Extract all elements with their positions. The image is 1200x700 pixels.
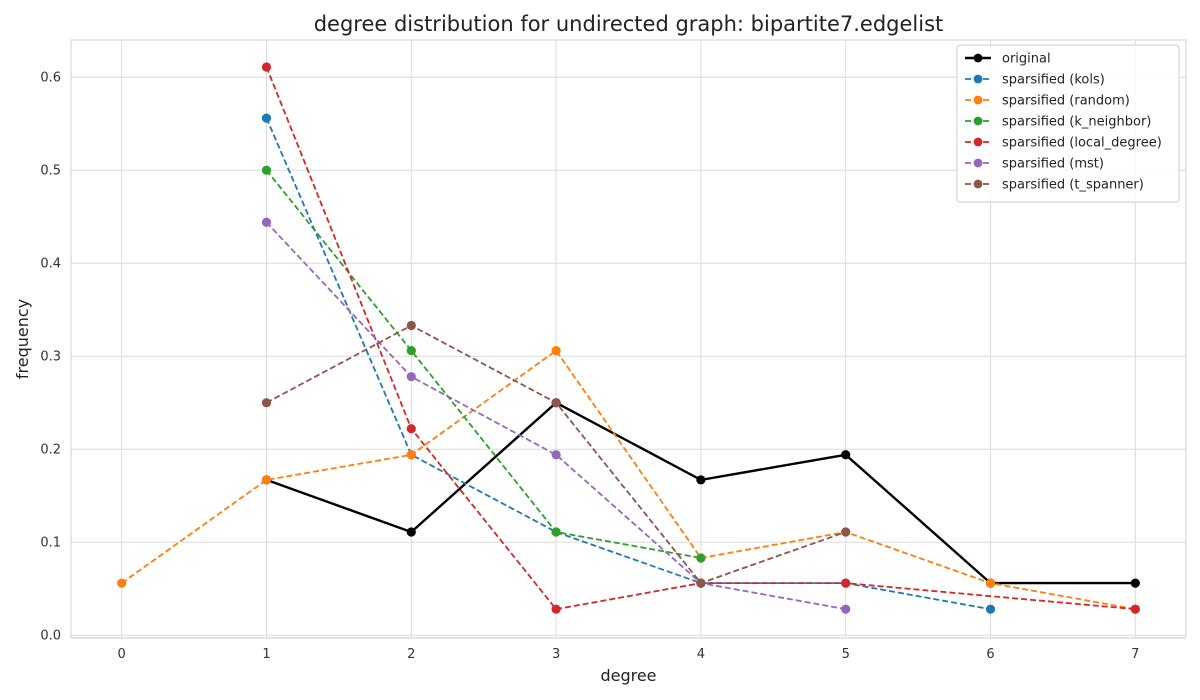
x-tick-label: 4 xyxy=(697,647,705,662)
data-point-sparsified-t-spanner xyxy=(406,320,416,331)
plot-frame xyxy=(70,39,1187,639)
data-point-sparsified-t-spanner xyxy=(261,398,272,408)
x-tick-label: 2 xyxy=(407,647,415,662)
x-tick-label: 7 xyxy=(1131,647,1139,662)
legend-label: sparsified (k_neighbor) xyxy=(1002,115,1151,130)
data-point-sparsified-kols xyxy=(985,604,996,614)
y-tick-label: 0.2 xyxy=(40,443,61,458)
data-point-original xyxy=(841,450,851,460)
data-point-sparsified-random xyxy=(551,346,561,356)
y-tick-label: 0.1 xyxy=(40,536,61,551)
legend-swatch-marker xyxy=(973,158,983,168)
tick-labels: 0 1 2 3 4 5 6 7 0.0 0.1 0.2 0.3 0.4 0.5 0.6 xyxy=(40,71,1139,662)
data-point-sparsified-k-neighbor xyxy=(406,346,416,356)
data-point-sparsified-mst xyxy=(551,450,561,460)
data-point-sparsified-kols xyxy=(261,113,272,123)
data-point-sparsified-local-degree xyxy=(406,424,416,434)
series-line-sparsified-local-degree xyxy=(265,66,1136,611)
legend-swatch-marker xyxy=(973,95,983,105)
data-point-original xyxy=(696,475,706,485)
legend-swatch-marker xyxy=(973,116,983,126)
data-point-sparsified-local-degree xyxy=(1130,604,1140,614)
data-point-sparsified-mst xyxy=(406,372,416,382)
series-group xyxy=(117,62,1140,614)
legend-label: sparsified (mst) xyxy=(1002,157,1104,172)
legend-swatch-marker xyxy=(973,74,983,84)
y-tick-label: 0.3 xyxy=(40,350,61,365)
legend-swatch-marker xyxy=(973,179,983,189)
legend-item: sparsified (k_neighbor) xyxy=(965,115,1151,130)
series-line-sparsified-k-neighbor xyxy=(265,169,702,559)
legend-box xyxy=(956,44,1180,203)
data-point-sparsified-k-neighbor xyxy=(696,553,706,563)
y-axis-label: frequency xyxy=(13,299,32,379)
legend-label: sparsified (t_spanner) xyxy=(1002,178,1144,193)
x-tick-label: 0 xyxy=(118,647,126,662)
data-point-original xyxy=(406,527,416,537)
data-point-sparsified-random xyxy=(117,578,127,588)
x-tick-label: 5 xyxy=(842,647,850,662)
series-line-sparsified-kols xyxy=(265,117,991,611)
legend-item: sparsified (random) xyxy=(965,94,1130,109)
series-sparsified-k-neighbor xyxy=(261,165,706,563)
legend-label: sparsified (kols) xyxy=(1002,73,1105,88)
data-point-sparsified-local-degree xyxy=(551,604,561,614)
legend-item: sparsified (kols) xyxy=(965,73,1105,88)
legend-swatch-marker xyxy=(973,137,983,147)
x-tick-label: 3 xyxy=(552,647,560,662)
series-sparsified-local-degree xyxy=(261,62,1140,614)
data-point-sparsified-t-spanner xyxy=(696,578,706,588)
legend-label: sparsified (random) xyxy=(1002,94,1130,109)
series-sparsified-random xyxy=(117,346,1140,614)
series-sparsified-t-spanner xyxy=(261,320,851,588)
legend-item: sparsified (local_degree) xyxy=(965,136,1162,151)
data-point-sparsified-local-degree xyxy=(261,62,272,72)
legend-item: original xyxy=(965,52,1051,67)
data-point-sparsified-local-degree xyxy=(841,578,851,588)
data-point-sparsified-random xyxy=(985,578,996,588)
data-point-sparsified-random xyxy=(261,475,272,485)
legend-label: sparsified (local_degree) xyxy=(1002,136,1162,151)
y-tick-label: 0.0 xyxy=(40,629,61,644)
data-point-sparsified-k-neighbor xyxy=(551,527,561,537)
data-point-sparsified-t-spanner xyxy=(551,398,561,408)
data-point-sparsified-mst xyxy=(261,217,272,227)
y-tick-label: 0.6 xyxy=(40,71,61,86)
x-tick-label: 1 xyxy=(262,647,270,662)
x-tick-label: 6 xyxy=(986,647,994,662)
data-point-sparsified-t-spanner xyxy=(841,527,851,537)
legend: original sparsified (kols) sparsified (ran… xyxy=(956,44,1180,203)
series-sparsified-kols xyxy=(261,113,996,614)
y-tick-label: 0.4 xyxy=(40,257,61,272)
legend-item: sparsified (t_spanner) xyxy=(965,178,1144,193)
series-line-sparsified-random xyxy=(121,349,1136,611)
data-point-sparsified-mst xyxy=(841,604,851,614)
chart-title: degree distribution for undirected graph… xyxy=(314,12,944,36)
x-axis-label: degree xyxy=(600,666,656,685)
legend-label: original xyxy=(1002,52,1051,67)
data-point-sparsified-k-neighbor xyxy=(261,165,272,175)
data-point-sparsified-random xyxy=(406,450,416,460)
legend-item: sparsified (mst) xyxy=(965,157,1104,172)
legend-swatch-marker xyxy=(973,53,983,63)
y-tick-label: 0.5 xyxy=(40,164,61,179)
data-point-original xyxy=(1130,578,1140,588)
